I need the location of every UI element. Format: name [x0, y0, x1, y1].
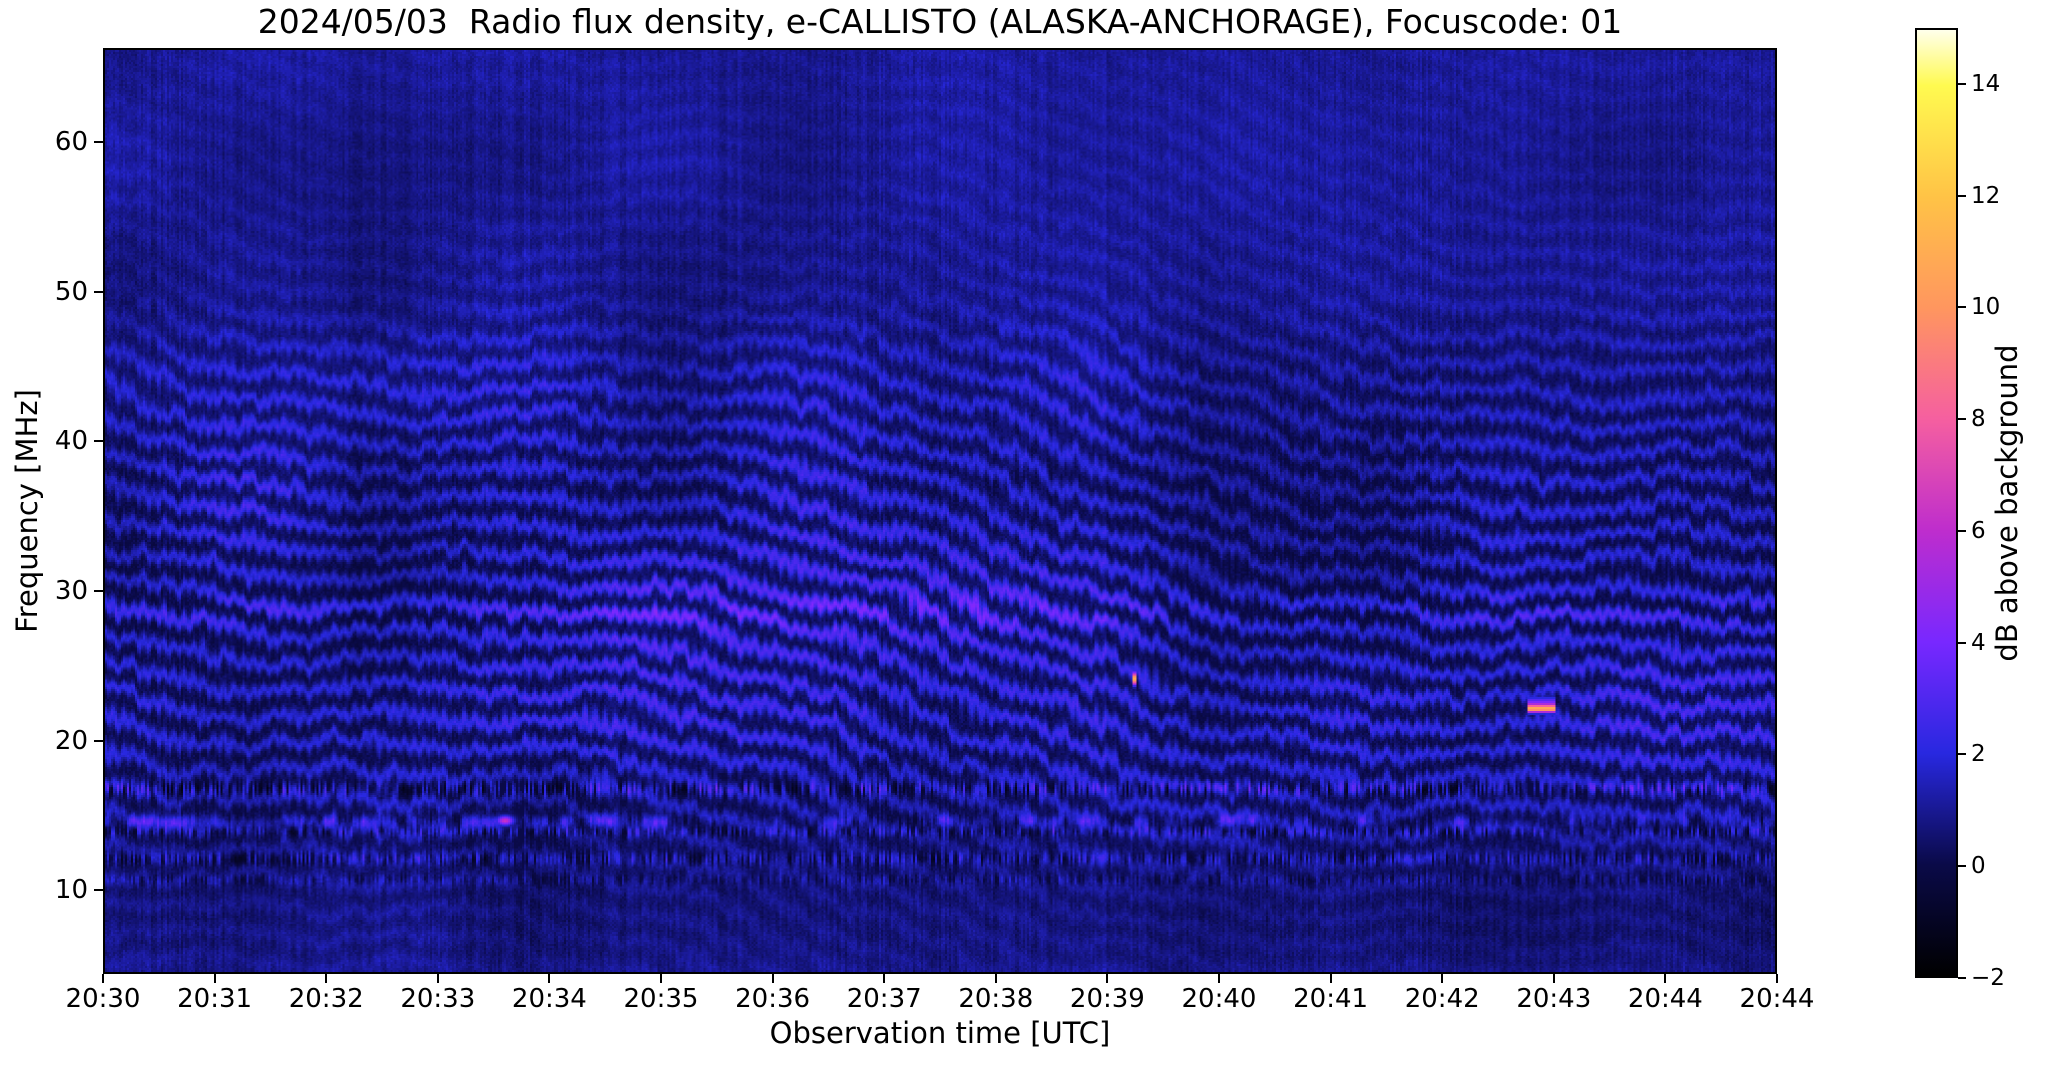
colorbar-tick-label: 0	[1971, 853, 1986, 880]
y-tick-mark	[94, 739, 103, 742]
y-tick-mark	[94, 590, 103, 593]
x-tick-label: 20:37	[846, 984, 922, 1014]
y-tick-mark	[94, 141, 103, 144]
x-tick-label: 20:35	[623, 984, 699, 1014]
x-tick-mark	[1329, 974, 1332, 983]
x-tick-mark	[1217, 974, 1220, 983]
x-tick-mark	[548, 974, 551, 983]
x-tick-label: 20:41	[1293, 984, 1369, 1014]
x-tick-mark	[1106, 974, 1109, 983]
plot-area	[103, 48, 1777, 974]
x-tick-mark	[102, 974, 104, 983]
y-tick-label: 10	[54, 875, 88, 906]
x-tick-mark	[994, 974, 997, 983]
colorbar-tick-label: 4	[1971, 629, 1986, 656]
colorbar-tick-mark	[1958, 977, 1966, 979]
colorbar-tick-label: 2	[1971, 741, 1986, 768]
y-tick-label: 30	[54, 576, 88, 607]
y-tick-mark	[94, 889, 103, 892]
y-axis-label: Frequency [MHz]	[10, 389, 44, 633]
colorbar-tick-mark	[1958, 306, 1966, 309]
colorbar	[1915, 28, 1958, 978]
colorbar-label: dB above background	[1990, 344, 2024, 662]
y-tick-label: 50	[54, 276, 88, 307]
colorbar-gradient	[1917, 30, 1956, 976]
x-tick-label: 20:33	[400, 984, 476, 1014]
x-tick-label: 20:30	[65, 984, 141, 1014]
x-tick-label: 20:42	[1404, 984, 1480, 1014]
x-tick-label: 20:39	[1069, 984, 1145, 1014]
x-tick-mark	[1664, 974, 1667, 983]
colorbar-tick-mark	[1958, 194, 1966, 197]
colorbar-tick-mark	[1958, 753, 1966, 756]
x-axis-ticks: 20:30 20:31 20:32 20:33 20:34 20:35 20:36 20:37…	[66, 974, 1814, 1034]
x-tick-label: 20:38	[958, 984, 1034, 1014]
x-tick-label: 20:40	[1181, 984, 1257, 1014]
x-tick-mark	[883, 974, 886, 983]
colorbar-ticks: 14 12 10 8 6 4 2 0 −2	[1958, 28, 2043, 991]
colorbar-tick-mark	[1958, 82, 1966, 85]
colorbar-tick-mark	[1958, 641, 1966, 644]
x-tick-label: 20:43	[1516, 984, 1592, 1014]
spectrogram-canvas	[105, 50, 1775, 972]
x-tick-mark	[1441, 974, 1444, 983]
y-tick-label: 60	[54, 127, 88, 158]
x-tick-mark	[771, 974, 774, 983]
colorbar-tick-label: 10	[1971, 294, 2001, 321]
x-tick-mark	[325, 974, 328, 983]
colorbar-tick-mark	[1958, 529, 1966, 532]
y-tick-mark	[94, 290, 103, 293]
x-tick-label: 20:31	[177, 984, 253, 1014]
colorbar-tick-mark	[1958, 865, 1966, 868]
x-tick-label: 20:44	[1627, 984, 1703, 1014]
y-tick-mark	[94, 440, 103, 443]
x-tick-mark	[659, 974, 662, 983]
x-tick-label: 20:36	[735, 984, 811, 1014]
colorbar-tick-mark	[1958, 418, 1966, 421]
x-tick-mark	[1776, 974, 1778, 983]
x-tick-mark	[436, 974, 439, 983]
colorbar-tick-label: −2	[1971, 965, 2005, 991]
y-tick-label: 40	[54, 426, 88, 457]
y-axis-ticks: 60 50 40 30 20 10	[0, 48, 103, 974]
colorbar-tick-label: 6	[1971, 517, 1986, 544]
x-axis-label: Observation time [UTC]	[769, 1016, 1111, 1050]
colorbar-tick-label: 8	[1971, 406, 1986, 433]
x-tick-label: 20:34	[511, 984, 587, 1014]
y-tick-label: 20	[54, 725, 88, 756]
colorbar-tick-label: 12	[1971, 182, 2001, 209]
x-tick-label: 20:44	[1739, 984, 1815, 1014]
x-tick-mark	[1552, 974, 1555, 983]
x-tick-label: 20:32	[288, 984, 364, 1014]
x-tick-mark	[213, 974, 216, 983]
chart-title: 2024/05/03 Radio flux density, e-CALLIST…	[257, 2, 1623, 41]
colorbar-tick-label: 14	[1971, 70, 2001, 97]
